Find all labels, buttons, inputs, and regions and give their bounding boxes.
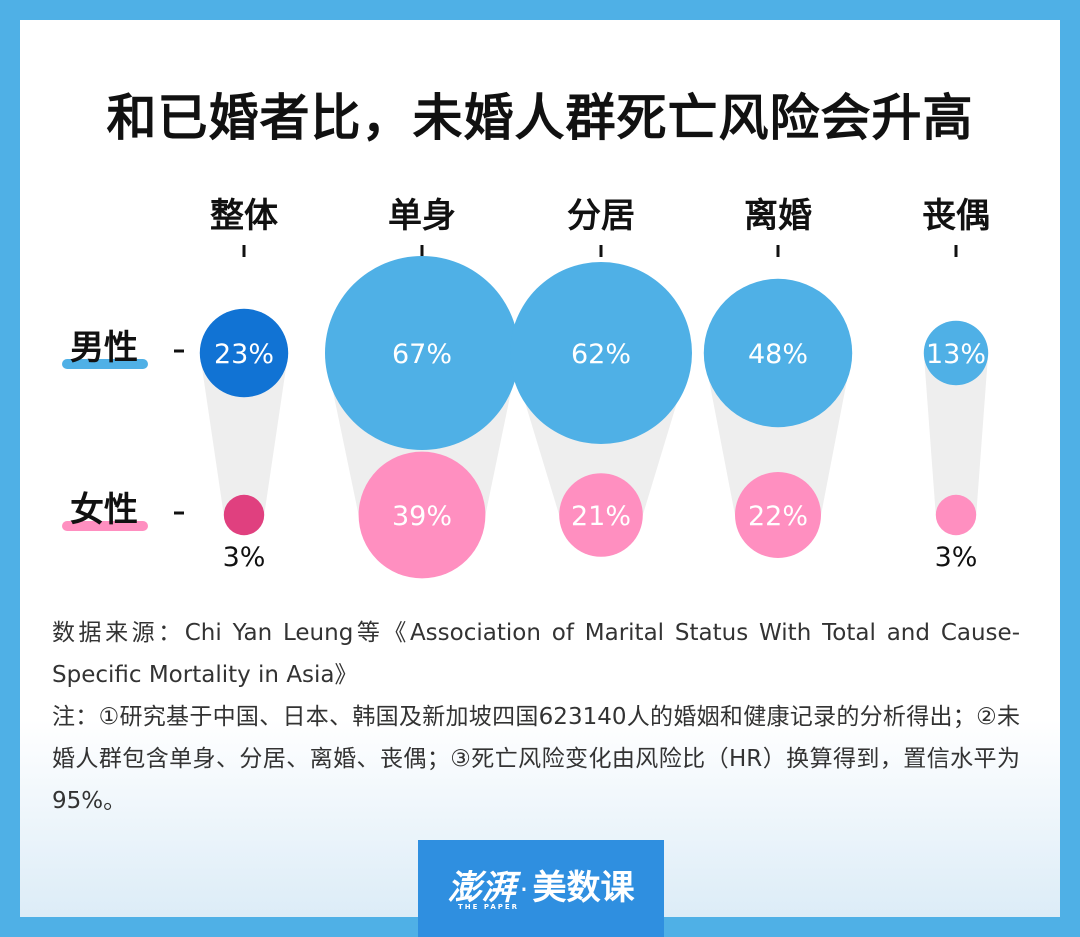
brand-name-thepaper: 澎湃 xyxy=(447,868,516,908)
female-bubble xyxy=(358,451,486,579)
female-bubble xyxy=(559,473,643,557)
chart-title: 和已婚者比，未婚人群死亡风险会升高 xyxy=(106,89,974,147)
male-bubble xyxy=(510,262,692,444)
male-value-label: 23% xyxy=(214,339,274,370)
female-bubble xyxy=(223,494,265,536)
brand-subtitle: THE PAPER xyxy=(458,903,520,911)
male-value-label: 62% xyxy=(571,339,631,370)
notes: 数据来源：Chi Yan Leung等《Association of Marit… xyxy=(52,612,1020,822)
card-frame xyxy=(20,20,1060,917)
female-bubble xyxy=(935,494,977,536)
source-note: 数据来源：Chi Yan Leung等《Association of Marit… xyxy=(52,620,1020,688)
category-label: 分居 xyxy=(567,196,635,236)
row-label: 女性 xyxy=(70,490,138,530)
female-value-label: 22% xyxy=(748,501,808,532)
female-value-label: 3% xyxy=(935,542,978,573)
brand-logo: 澎湃 · 美数课 THE PAPER xyxy=(418,840,664,937)
male-value-label: 48% xyxy=(748,339,808,370)
category-label: 整体 xyxy=(210,196,278,236)
male-value-label: 67% xyxy=(392,339,452,370)
male-value-label: 13% xyxy=(926,339,986,370)
bubble-group: 23% 3% 67% 39% 62% 21% 48% 22% 13% 3% xyxy=(199,256,989,579)
male-bubble xyxy=(923,320,989,386)
female-value-label: 39% xyxy=(392,501,452,532)
brand-name-meishuke: 美数课 xyxy=(532,868,635,908)
bubble-connector xyxy=(923,353,989,515)
row-label: 男性 xyxy=(70,328,138,368)
row-label-underline xyxy=(62,521,148,531)
female-value-label: 21% xyxy=(571,501,631,532)
category-label: 丧偶 xyxy=(922,196,990,236)
brand-separator: · xyxy=(519,873,529,906)
category-tick-group xyxy=(242,245,958,257)
male-bubble xyxy=(703,278,853,428)
female-value-label: 3% xyxy=(223,542,266,573)
male-bubble xyxy=(325,256,519,450)
bubble-connector xyxy=(199,353,289,515)
method-note: 注：①研究基于中国、日本、韩国及新加坡四国623140人的婚姻和健康记录的分析得… xyxy=(52,704,1020,814)
male-bubble xyxy=(199,308,289,398)
category-label: 离婚 xyxy=(744,196,812,236)
category-label-group: 整体 单身 分居 离婚 丧偶 xyxy=(210,196,990,236)
row-label-underline xyxy=(62,359,148,369)
category-label: 单身 xyxy=(388,196,456,236)
female-bubble xyxy=(735,472,821,558)
